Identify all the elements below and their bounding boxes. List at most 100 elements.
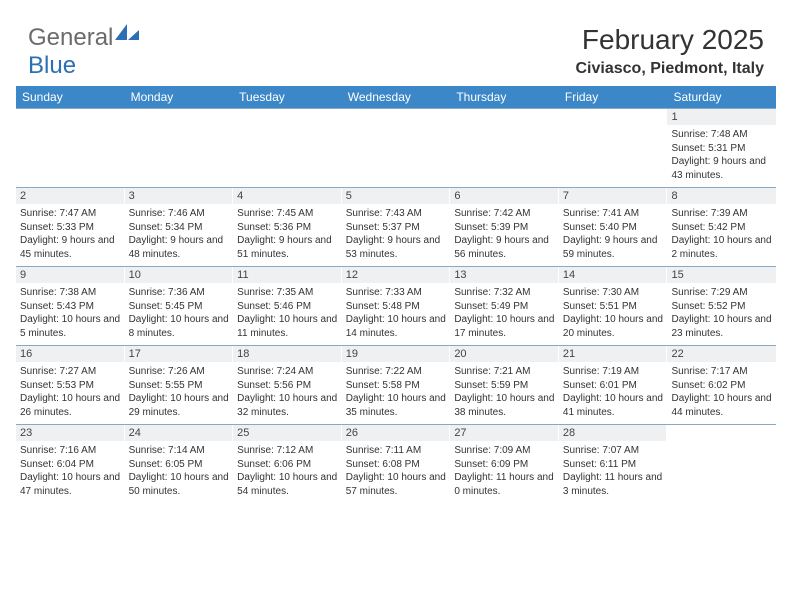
- day-info-line: Sunrise: 7:19 AM: [563, 365, 664, 379]
- month-title: February 2025: [576, 24, 765, 56]
- day-info-line: Sunset: 5:52 PM: [671, 300, 772, 314]
- day-number: 11: [233, 267, 342, 283]
- logo: General: [28, 24, 145, 52]
- day-info-line: Sunrise: 7:07 AM: [563, 444, 664, 458]
- day-content: Sunrise: 7:14 AMSunset: 6:05 PMDaylight:…: [125, 441, 234, 502]
- day-info-line: Sunrise: 7:48 AM: [671, 128, 772, 142]
- day-content: Sunrise: 7:39 AMSunset: 5:42 PMDaylight:…: [667, 204, 776, 265]
- day-content: Sunrise: 7:43 AMSunset: 5:37 PMDaylight:…: [342, 204, 451, 265]
- day-info-line: Sunset: 5:56 PM: [237, 379, 338, 393]
- calendar: SundayMondayTuesdayWednesdayThursdayFrid…: [0, 86, 792, 503]
- day-info-line: Sunrise: 7:39 AM: [671, 207, 772, 221]
- day-cell: [16, 109, 125, 187]
- day-number: 14: [559, 267, 668, 283]
- week-row: 2Sunrise: 7:47 AMSunset: 5:33 PMDaylight…: [16, 187, 776, 266]
- day-number: [125, 109, 234, 125]
- week-row: 9Sunrise: 7:38 AMSunset: 5:43 PMDaylight…: [16, 266, 776, 345]
- day-cell: 6Sunrise: 7:42 AMSunset: 5:39 PMDaylight…: [450, 188, 559, 266]
- day-info-line: Daylight: 10 hours and 11 minutes.: [237, 313, 338, 340]
- day-info-line: Sunset: 5:42 PM: [671, 221, 772, 235]
- week-row: 1 Sunrise: 7:48 AMSunset: 5:31 PMDaylight…: [16, 108, 776, 187]
- day-cell: 3Sunrise: 7:46 AMSunset: 5:34 PMDaylight…: [125, 188, 234, 266]
- day-info-line: Sunrise: 7:29 AM: [671, 286, 772, 300]
- day-info-line: Daylight: 10 hours and 29 minutes.: [129, 392, 230, 419]
- day-content: Sunrise: 7:29 AMSunset: 5:52 PMDaylight:…: [667, 283, 776, 344]
- day-info-line: Sunrise: 7:38 AM: [20, 286, 121, 300]
- day-content: [233, 125, 342, 132]
- location: Civiasco, Piedmont, Italy: [576, 60, 765, 78]
- day-info-line: Sunset: 5:31 PM: [671, 142, 772, 156]
- day-cell: 17Sunrise: 7:26 AMSunset: 5:55 PMDayligh…: [125, 346, 234, 424]
- day-info-line: Daylight: 10 hours and 32 minutes.: [237, 392, 338, 419]
- day-cell: 23Sunrise: 7:16 AMSunset: 6:04 PMDayligh…: [16, 425, 125, 503]
- day-info-line: Sunrise: 7:30 AM: [563, 286, 664, 300]
- day-info-line: Daylight: 9 hours and 59 minutes.: [563, 234, 664, 261]
- day-info-line: Sunset: 5:33 PM: [20, 221, 121, 235]
- day-content: [342, 125, 451, 132]
- day-info-line: Sunrise: 7:45 AM: [237, 207, 338, 221]
- day-number: 26: [342, 425, 451, 441]
- day-cell: [667, 425, 776, 503]
- day-info-line: Sunset: 5:58 PM: [346, 379, 447, 393]
- day-number: 1: [667, 109, 776, 125]
- day-info-line: Daylight: 10 hours and 38 minutes.: [454, 392, 555, 419]
- day-cell: [125, 109, 234, 187]
- day-info-line: Sunrise: 7:21 AM: [454, 365, 555, 379]
- day-number: [559, 109, 668, 125]
- day-number: 24: [125, 425, 234, 441]
- day-content: Sunrise: 7:38 AMSunset: 5:43 PMDaylight:…: [16, 283, 125, 344]
- day-cell: 25Sunrise: 7:12 AMSunset: 6:06 PMDayligh…: [233, 425, 342, 503]
- day-cell: [450, 109, 559, 187]
- day-number: 25: [233, 425, 342, 441]
- day-info-line: Sunrise: 7:35 AM: [237, 286, 338, 300]
- day-content: Sunrise: 7:32 AMSunset: 5:49 PMDaylight:…: [450, 283, 559, 344]
- day-header: Friday: [559, 86, 668, 108]
- day-content: Sunrise: 7:47 AMSunset: 5:33 PMDaylight:…: [16, 204, 125, 265]
- day-info-line: Sunrise: 7:47 AM: [20, 207, 121, 221]
- day-info-line: Sunset: 5:40 PM: [563, 221, 664, 235]
- day-cell: 28Sunrise: 7:07 AMSunset: 6:11 PMDayligh…: [559, 425, 668, 503]
- day-info-line: Daylight: 9 hours and 43 minutes.: [671, 155, 772, 182]
- day-info-line: Sunset: 6:04 PM: [20, 458, 121, 472]
- day-number: 23: [16, 425, 125, 441]
- title-block: February 2025 Civiasco, Piedmont, Italy: [576, 24, 765, 78]
- day-content: Sunrise: 7:24 AMSunset: 5:56 PMDaylight:…: [233, 362, 342, 423]
- day-info-line: Daylight: 9 hours and 45 minutes.: [20, 234, 121, 261]
- day-number: 8: [667, 188, 776, 204]
- day-content: Sunrise: 7:22 AMSunset: 5:58 PMDaylight:…: [342, 362, 451, 423]
- day-cell: 18Sunrise: 7:24 AMSunset: 5:56 PMDayligh…: [233, 346, 342, 424]
- day-info-line: Daylight: 10 hours and 20 minutes.: [563, 313, 664, 340]
- day-number: 16: [16, 346, 125, 362]
- day-info-line: Sunrise: 7:27 AM: [20, 365, 121, 379]
- day-info-line: Daylight: 10 hours and 26 minutes.: [20, 392, 121, 419]
- day-info-line: Sunset: 6:08 PM: [346, 458, 447, 472]
- day-content: [667, 441, 776, 448]
- day-info-line: Daylight: 10 hours and 8 minutes.: [129, 313, 230, 340]
- logo-sail-icon: [113, 22, 141, 42]
- day-header: Thursday: [450, 86, 559, 108]
- day-info-line: Daylight: 10 hours and 2 minutes.: [671, 234, 772, 261]
- day-content: [450, 125, 559, 132]
- day-info-line: Sunset: 5:49 PM: [454, 300, 555, 314]
- day-number: [233, 109, 342, 125]
- day-info-line: Sunrise: 7:17 AM: [671, 365, 772, 379]
- day-cell: 9Sunrise: 7:38 AMSunset: 5:43 PMDaylight…: [16, 267, 125, 345]
- day-content: Sunrise: 7:26 AMSunset: 5:55 PMDaylight:…: [125, 362, 234, 423]
- day-number: 21: [559, 346, 668, 362]
- day-header: Saturday: [667, 86, 776, 108]
- day-cell: 21Sunrise: 7:19 AMSunset: 6:01 PMDayligh…: [559, 346, 668, 424]
- day-content: Sunrise: 7:42 AMSunset: 5:39 PMDaylight:…: [450, 204, 559, 265]
- day-info-line: Daylight: 10 hours and 57 minutes.: [346, 471, 447, 498]
- day-info-line: Sunset: 6:11 PM: [563, 458, 664, 472]
- day-info-line: Sunrise: 7:41 AM: [563, 207, 664, 221]
- day-content: Sunrise: 7:30 AMSunset: 5:51 PMDaylight:…: [559, 283, 668, 344]
- day-number: 18: [233, 346, 342, 362]
- day-content: Sunrise: 7:12 AMSunset: 6:06 PMDaylight:…: [233, 441, 342, 502]
- day-info-line: Daylight: 10 hours and 41 minutes.: [563, 392, 664, 419]
- day-cell: 8Sunrise: 7:39 AMSunset: 5:42 PMDaylight…: [667, 188, 776, 266]
- day-info-line: Sunrise: 7:26 AM: [129, 365, 230, 379]
- day-cell: 14Sunrise: 7:30 AMSunset: 5:51 PMDayligh…: [559, 267, 668, 345]
- day-number: 12: [342, 267, 451, 283]
- day-content: [125, 125, 234, 132]
- day-info-line: Sunrise: 7:12 AM: [237, 444, 338, 458]
